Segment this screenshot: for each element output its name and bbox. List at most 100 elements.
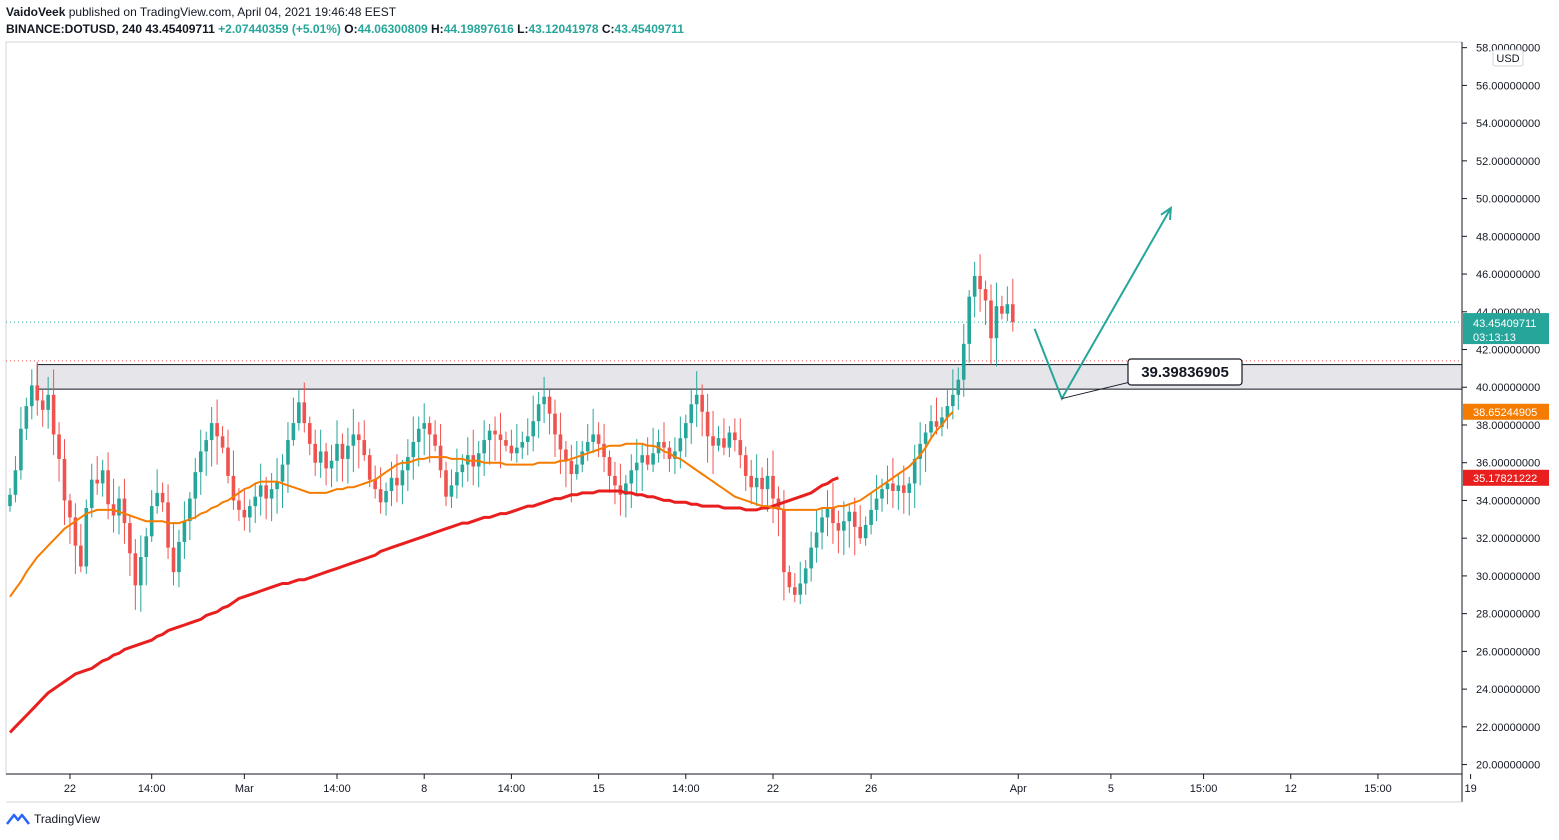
high-label: H: <box>431 22 444 36</box>
currency-badge[interactable]: USD <box>1492 49 1524 67</box>
countdown-label: 03:13:13 <box>1473 332 1516 344</box>
candle-body <box>84 507 89 567</box>
candle-body <box>585 441 590 452</box>
candle-body <box>46 394 50 410</box>
candle-body <box>858 526 862 539</box>
candle-body <box>684 423 688 439</box>
projection-arrow[interactable] <box>1033 206 1172 401</box>
candle-body <box>395 477 399 486</box>
candle-body <box>318 451 323 463</box>
tradingview-logo-icon[interactable] <box>6 812 30 826</box>
candle-body <box>896 485 901 492</box>
candle-body <box>967 296 971 344</box>
candle-body <box>651 453 655 465</box>
y-tick-label: 28.00000000 <box>1476 609 1540 621</box>
candle-body <box>286 440 290 465</box>
x-tick-label: 15:00 <box>1364 783 1392 795</box>
high-value: 44.19897616 <box>443 22 514 36</box>
y-tick-label: 22.00000000 <box>1476 722 1540 734</box>
candle-body <box>188 498 192 522</box>
candle-body <box>1000 306 1004 314</box>
candle-body <box>329 460 334 469</box>
x-tick-label: 8 <box>421 783 427 795</box>
candle-body <box>749 475 753 488</box>
ma50-box <box>1463 403 1549 420</box>
candle-body <box>416 428 421 442</box>
candle-body <box>902 485 906 493</box>
candle-body <box>509 445 514 454</box>
candle-body <box>869 509 873 525</box>
target-value: 39.39836905 <box>1141 364 1229 381</box>
target-label[interactable]: 39.39836905 <box>1127 358 1243 386</box>
candle-body <box>62 458 67 501</box>
candle-body <box>248 506 252 518</box>
candle-body <box>242 509 247 518</box>
y-tick-label: 52.00000000 <box>1476 156 1540 168</box>
candle-body <box>389 477 394 492</box>
candle-body <box>787 572 792 588</box>
candle-body <box>536 404 541 422</box>
candle-body <box>122 498 127 524</box>
candle-body <box>1005 304 1010 314</box>
low-label: L: <box>517 22 529 36</box>
x-tick-label: 12 <box>1285 783 1297 795</box>
price-axis[interactable]: 58.00000000 56.00000000 54.00000000 52.0000… <box>1462 43 1540 772</box>
candle-body <box>35 385 40 401</box>
author-name[interactable]: VaidoVeek <box>6 5 66 19</box>
candle-body <box>460 464 465 473</box>
y-tick-label: 48.00000000 <box>1476 231 1540 243</box>
ma200-badge: 35.17821222 <box>1463 469 1549 486</box>
candle-body <box>798 583 803 595</box>
candle-body <box>531 421 535 437</box>
candle-body <box>171 547 176 573</box>
candle-body <box>324 451 328 469</box>
candle-body <box>711 436 715 446</box>
candles[interactable] <box>8 254 1015 612</box>
candle-body <box>836 523 841 531</box>
candle-body <box>455 472 459 486</box>
candle-body <box>607 457 612 476</box>
candle-body <box>613 475 617 486</box>
candle-body <box>340 443 345 459</box>
x-tick-label: 14:00 <box>138 783 166 795</box>
candle-body <box>335 443 339 461</box>
candle-body <box>689 404 694 424</box>
support-zone[interactable] <box>36 364 1463 390</box>
x-tick-label: Apr <box>1010 783 1027 795</box>
candle-body <box>754 477 759 488</box>
candle-body <box>411 441 416 458</box>
x-tick-label: 14:00 <box>498 783 526 795</box>
candle-body <box>133 553 138 586</box>
ma200-line[interactable] <box>8 476 839 734</box>
y-tick-label: 36.00000000 <box>1476 458 1540 470</box>
y-tick-label: 20.00000000 <box>1476 760 1540 772</box>
candle-body <box>40 400 45 410</box>
candle-body <box>634 462 639 471</box>
candle-body <box>842 521 846 531</box>
candle-body <box>79 545 83 567</box>
symbol-label[interactable]: BINANCE:DOTUSD, 240 <box>6 22 143 36</box>
y-tick-label: 54.00000000 <box>1476 118 1540 130</box>
candle-body <box>51 394 56 435</box>
candle-body <box>160 492 165 503</box>
time-axis[interactable]: 22 14:00 Mar 14:00 8 14:00 15 14:00 22 26 Apr 5 15:0… <box>64 774 1477 795</box>
candle-body <box>874 498 879 510</box>
footer: TradingView <box>6 812 100 826</box>
x-tick-label: 14:00 <box>672 783 700 795</box>
candle-body <box>280 464 285 482</box>
candle-body <box>760 477 764 490</box>
candle-body <box>640 455 644 463</box>
candle-body <box>73 517 78 546</box>
plot-area[interactable] <box>5 41 1463 775</box>
candle-body <box>68 500 72 518</box>
candle-body <box>520 441 525 448</box>
ma50-line[interactable] <box>9 411 954 598</box>
brand-name[interactable]: TradingView <box>34 812 101 826</box>
y-tick-label: 50.00000000 <box>1476 194 1540 206</box>
candle-body <box>547 396 552 414</box>
candle-body <box>258 485 263 497</box>
candle-body <box>591 434 595 442</box>
x-tick-label: 5 <box>1108 783 1114 795</box>
candle-body <box>678 438 683 452</box>
